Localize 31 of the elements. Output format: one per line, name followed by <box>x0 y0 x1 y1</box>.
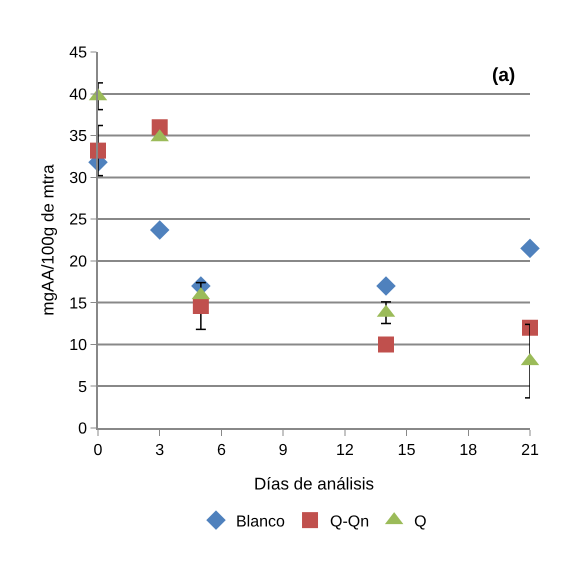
y-tick-label: 35 <box>69 128 88 146</box>
x-tick-label: 6 <box>216 442 226 459</box>
y-axis-title: mgAA/100g de mtra <box>38 164 58 316</box>
x-axis-title: Días de análisis <box>254 474 374 494</box>
legend-label: Q-Qn <box>330 513 370 530</box>
y-tick-label: 0 <box>78 420 88 438</box>
point <box>150 220 170 240</box>
y-tick-label: 20 <box>69 253 88 270</box>
y-tick-label: 30 <box>69 170 88 187</box>
x-tick-label: 3 <box>155 442 164 459</box>
y-tick-label: 45 <box>69 44 88 62</box>
point <box>192 298 209 314</box>
point <box>520 238 540 258</box>
point <box>522 320 538 336</box>
x-tick-label: 0 <box>94 442 103 459</box>
point <box>378 336 394 352</box>
x-tick-label: 18 <box>459 442 478 459</box>
y-tick-label: 5 <box>78 378 88 396</box>
y-tick-label: 15 <box>69 295 88 312</box>
x-tick-label: 12 <box>336 442 354 459</box>
y-tick-label: 25 <box>69 212 88 229</box>
y-tick-label: 10 <box>69 337 88 354</box>
legend-label: Blanco <box>236 513 286 530</box>
x-tick-label: 21 <box>521 442 539 459</box>
legend-label: Q <box>414 513 427 530</box>
x-tick-label: 15 <box>398 442 416 459</box>
annotation: (a) <box>492 65 516 86</box>
y-tick-label: 40 <box>69 86 88 104</box>
x-tick-label: 9 <box>278 442 288 459</box>
point <box>152 119 168 136</box>
point <box>376 276 396 296</box>
